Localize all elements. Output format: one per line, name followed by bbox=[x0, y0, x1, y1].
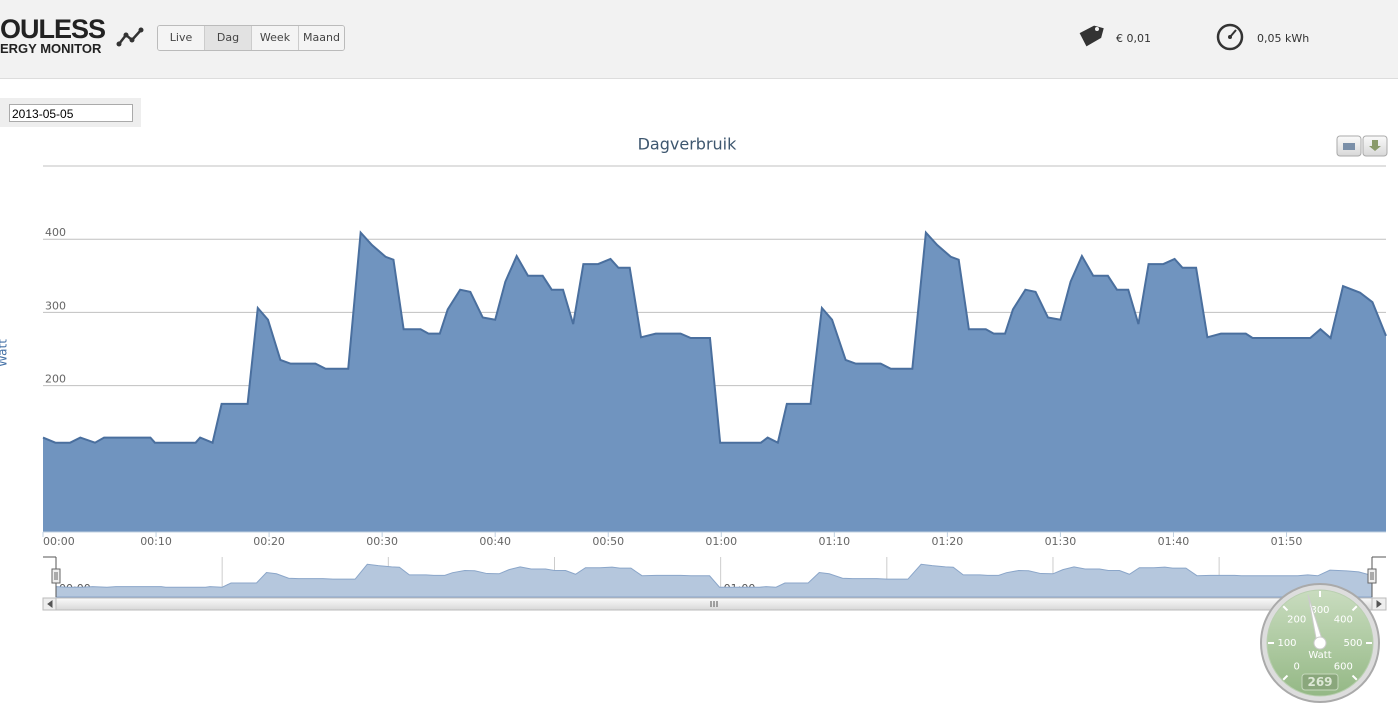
chart-title: Dagverbruik bbox=[638, 135, 737, 154]
y-tick-label: 400 bbox=[45, 226, 66, 239]
gauge-tick-label: 400 bbox=[1334, 615, 1353, 626]
area bbox=[43, 232, 1386, 532]
gauge-tick-label: 600 bbox=[1334, 661, 1353, 672]
navigator-handle bbox=[1367, 568, 1377, 584]
x-tick-label: 01:50 bbox=[1271, 535, 1303, 548]
scrollbar-arrows bbox=[47, 600, 1382, 608]
gauge-value-box bbox=[1301, 673, 1339, 691]
price-icon bbox=[1079, 25, 1104, 47]
navigator-handle bbox=[51, 568, 61, 584]
handle-grip bbox=[54, 572, 58, 580]
gauge-tick bbox=[1282, 674, 1289, 681]
gauge-pivot bbox=[1313, 636, 1327, 650]
date-panel: 2013-05-05 bbox=[0, 98, 141, 127]
x-tick-label: 01:20 bbox=[932, 535, 964, 548]
meter-icon bbox=[1216, 23, 1244, 51]
y-tick-label: 300 bbox=[45, 299, 66, 312]
logo: OULESS bbox=[0, 14, 106, 44]
range-button[interactable]: Live bbox=[158, 26, 205, 50]
gauge-tick-label: 0 bbox=[1293, 661, 1299, 672]
header: OULESS ERGY MONITOR Live Dag Week Maand € 0… bbox=[0, 0, 1398, 79]
x-tick-label: 01:00 bbox=[705, 535, 737, 548]
cost: € 0,01 bbox=[1116, 32, 1151, 45]
range-buttons: Live Dag Week Maand bbox=[157, 25, 345, 51]
x-tick-label: 00:40 bbox=[479, 535, 511, 548]
y-tick-label: 200 bbox=[45, 373, 66, 386]
area-line bbox=[42, 230, 1387, 445]
x-tick-label: 01:30 bbox=[1045, 535, 1077, 548]
logo-subtitle: ERGY MONITOR bbox=[0, 41, 102, 56]
gauge-tick bbox=[1282, 605, 1289, 612]
gauge-value: 269 bbox=[1307, 675, 1332, 689]
range-button[interactable]: Dag bbox=[205, 26, 252, 50]
navigator-area bbox=[55, 563, 1373, 598]
navigator-outline bbox=[43, 556, 1386, 597]
energy: 0,05 kWh bbox=[1257, 32, 1310, 45]
gauge-tick-label: 200 bbox=[1287, 615, 1306, 626]
gauge-tick-label: 300 bbox=[1310, 605, 1329, 616]
gauge-label: Watt bbox=[1308, 650, 1331, 661]
x-tick-label: 00:00 bbox=[43, 535, 75, 548]
x-tick-label: 00:30 bbox=[366, 535, 398, 548]
gauge-tick-label: 100 bbox=[1277, 638, 1296, 649]
chart-icon bbox=[116, 27, 144, 47]
range-button[interactable]: Week bbox=[252, 26, 299, 50]
x-tick-label: 00:10 bbox=[140, 535, 172, 548]
range-button[interactable]: Maand bbox=[299, 26, 344, 50]
x-tick-label: 00:50 bbox=[592, 535, 624, 548]
handle-grip bbox=[1370, 572, 1374, 580]
gauge-tick-label: 500 bbox=[1343, 638, 1362, 649]
x-tick-label: 01:10 bbox=[818, 535, 850, 548]
gauge-tick bbox=[1351, 674, 1358, 681]
gauge-tick bbox=[1351, 605, 1358, 612]
x-tick-label: 00:20 bbox=[253, 535, 285, 548]
x-tick-label: 01:40 bbox=[1158, 535, 1190, 548]
date-input[interactable]: 2013-05-05 bbox=[9, 104, 133, 122]
y-axis-title: Watt bbox=[0, 339, 10, 367]
